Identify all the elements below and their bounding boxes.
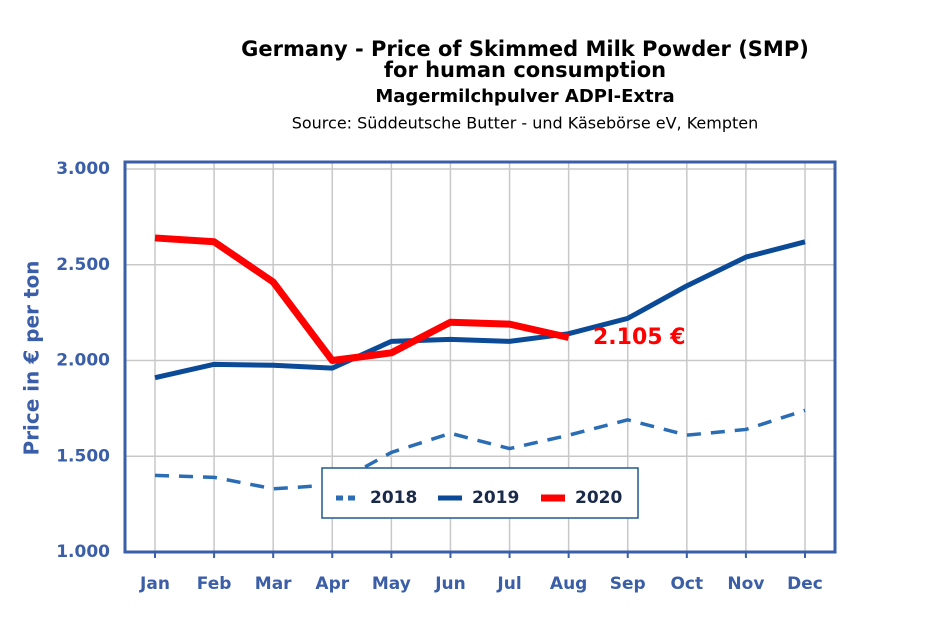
y-axis-label: Price in € per ton [20, 261, 44, 456]
source: Source: Süddeutsche Butter - und Käsebör… [292, 114, 759, 133]
annotation: 2.105 € [593, 325, 686, 350]
x-tick-label: Jun [434, 574, 466, 594]
y-tick-label: 3.000 [56, 159, 110, 179]
x-tick-label: Oct [670, 574, 703, 594]
line-2019 [154, 239, 806, 381]
x-tick-label: Jan [139, 574, 170, 594]
y-tick-label: 2.500 [56, 255, 110, 275]
legend-label: 2018 [370, 488, 417, 508]
plot-frame [123, 160, 837, 554]
x-tick-label: Apr [315, 574, 349, 594]
line-2018 [154, 408, 806, 491]
y-tick-label: 1.500 [56, 446, 110, 466]
x-tick-label: Jul [496, 574, 521, 594]
legend-label: 2020 [575, 488, 622, 508]
legend-label: 2019 [472, 488, 519, 508]
x-tick-label: Feb [197, 574, 232, 594]
y-tick-label: 1.000 [56, 542, 110, 562]
x-tick-label: Mar [255, 574, 292, 594]
line-2020 [154, 234, 570, 364]
chart-title-line2: for human consumption [384, 58, 666, 82]
x-tick-label: May [372, 574, 411, 594]
x-tick-label: Dec [787, 574, 823, 594]
y-tick-label: 2.000 [56, 351, 110, 371]
chart-title: Germany - Price of Skimmed Milk Powder (… [241, 37, 809, 61]
x-tick-label: Nov [727, 574, 764, 594]
x-tick-label: Sep [610, 574, 646, 594]
legend-box [321, 467, 639, 519]
chart-subtitle: Magermilchpulver ADPI-Extra [375, 86, 674, 107]
x-tick-label: Aug [550, 574, 587, 594]
